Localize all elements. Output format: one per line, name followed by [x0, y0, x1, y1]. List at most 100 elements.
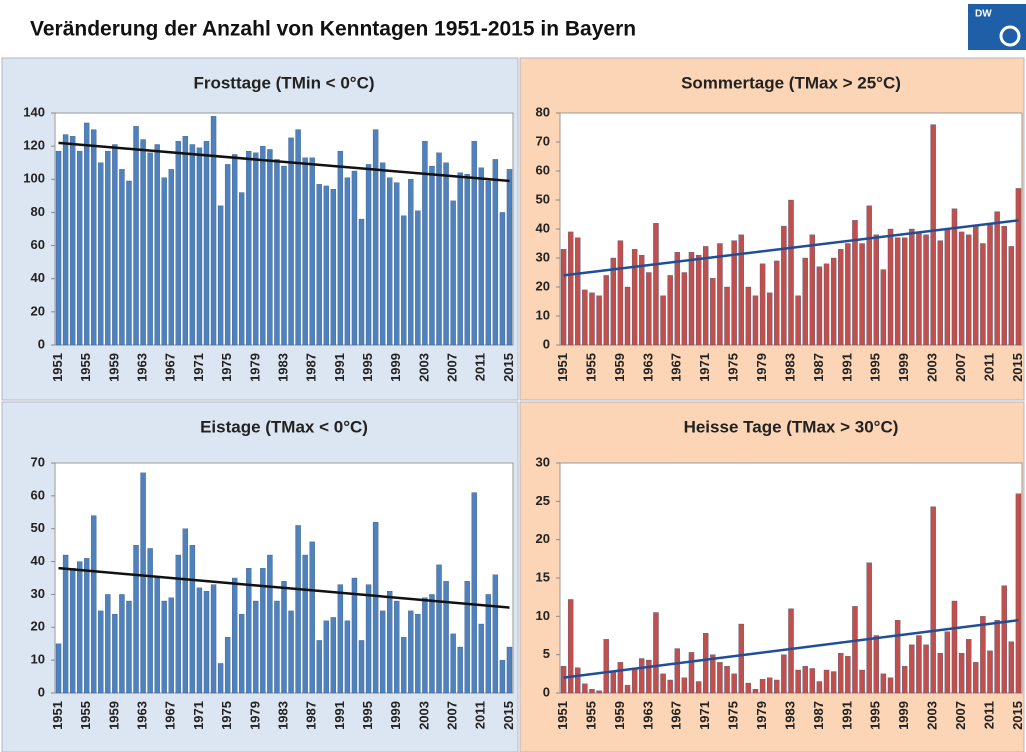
- x-tick-label: 2015: [501, 701, 516, 730]
- y-tick-label: 70: [536, 133, 550, 148]
- bar: [582, 289, 588, 346]
- bar: [499, 212, 506, 346]
- bar: [492, 159, 499, 346]
- bar: [567, 599, 574, 694]
- y-tick-label: 140: [23, 104, 45, 119]
- x-tick-label: 1979: [754, 353, 769, 382]
- bar: [795, 295, 801, 346]
- y-tick-label: 10: [536, 307, 550, 322]
- bar: [246, 567, 252, 694]
- y-tick-label: 70: [31, 454, 45, 469]
- bar: [133, 544, 139, 694]
- bar: [887, 677, 894, 694]
- x-tick-label: 1999: [388, 353, 403, 382]
- bar: [788, 608, 794, 694]
- bar: [457, 172, 463, 346]
- x-tick-label: 1971: [191, 353, 206, 382]
- y-tick-label: 20: [31, 303, 45, 318]
- x-tick-label: 1991: [839, 701, 854, 730]
- y-tick-label: 50: [31, 520, 45, 535]
- x-tick-label: 1987: [304, 701, 319, 730]
- x-tick-label: 1963: [135, 353, 150, 382]
- bar: [464, 174, 470, 346]
- x-tick-label: 2011: [473, 353, 488, 381]
- bar: [653, 223, 659, 346]
- bar: [802, 257, 808, 346]
- bar: [823, 669, 830, 694]
- bar: [859, 669, 865, 694]
- bar: [667, 679, 673, 694]
- bar: [873, 635, 880, 694]
- bar: [902, 237, 908, 346]
- x-tick-label: 1959: [612, 353, 627, 382]
- x-tick-label: 1999: [896, 701, 911, 730]
- bar: [330, 617, 337, 694]
- bar: [231, 577, 238, 694]
- bar: [429, 165, 435, 346]
- x-tick-label: 1959: [612, 701, 627, 730]
- x-tick-label: 1967: [669, 353, 684, 382]
- bar: [281, 581, 287, 694]
- bar: [189, 144, 196, 346]
- bar: [1008, 246, 1015, 346]
- bar: [372, 521, 379, 694]
- bar: [344, 177, 351, 346]
- bar: [980, 243, 986, 346]
- x-tick-label: 1983: [782, 353, 797, 382]
- y-tick-label: 40: [31, 270, 45, 285]
- bar: [365, 584, 372, 694]
- bar: [231, 154, 238, 346]
- x-tick-label: 1951: [50, 353, 65, 382]
- bar: [316, 640, 322, 694]
- bar: [210, 116, 217, 346]
- bar: [639, 254, 645, 346]
- bar: [674, 252, 680, 346]
- bar: [112, 144, 118, 346]
- bar: [830, 671, 837, 694]
- bar: [838, 249, 844, 346]
- bar: [302, 554, 308, 694]
- bar: [450, 633, 456, 694]
- bar: [610, 671, 617, 694]
- x-tick-label: 1955: [583, 353, 598, 382]
- bar: [203, 590, 210, 694]
- bar: [909, 644, 915, 694]
- x-tick-label: 1991: [332, 701, 347, 730]
- bar: [365, 164, 372, 346]
- bar: [394, 600, 400, 694]
- bar: [809, 668, 816, 694]
- bar: [260, 567, 266, 694]
- bar: [667, 275, 673, 346]
- x-tick-label: 2011: [981, 353, 996, 381]
- bar: [774, 679, 780, 694]
- bar: [492, 574, 499, 694]
- bar: [323, 620, 329, 694]
- x-tick-label: 1967: [163, 701, 178, 730]
- bar: [603, 275, 609, 346]
- trend-line: [58, 566, 510, 609]
- y-tick-label: 0: [543, 684, 550, 699]
- bar: [443, 581, 449, 694]
- bar: [506, 646, 513, 694]
- bar: [105, 150, 111, 346]
- x-tick-label: 2003: [416, 353, 431, 382]
- bar: [119, 594, 125, 694]
- bar: [443, 162, 449, 346]
- bar: [766, 292, 773, 346]
- bar: [239, 613, 245, 694]
- bar: [980, 616, 986, 694]
- y-tick-label: 80: [536, 104, 550, 119]
- bar: [774, 260, 780, 346]
- bar: [887, 228, 894, 346]
- bar: [387, 177, 393, 346]
- bar: [702, 246, 709, 346]
- bar: [610, 257, 617, 346]
- x-tick-label: 1979: [754, 701, 769, 730]
- bar: [182, 528, 189, 694]
- bar: [894, 237, 901, 346]
- bar: [387, 590, 393, 694]
- bar: [646, 272, 652, 346]
- bar: [358, 640, 365, 694]
- bar: [224, 636, 231, 694]
- bar: [358, 218, 365, 346]
